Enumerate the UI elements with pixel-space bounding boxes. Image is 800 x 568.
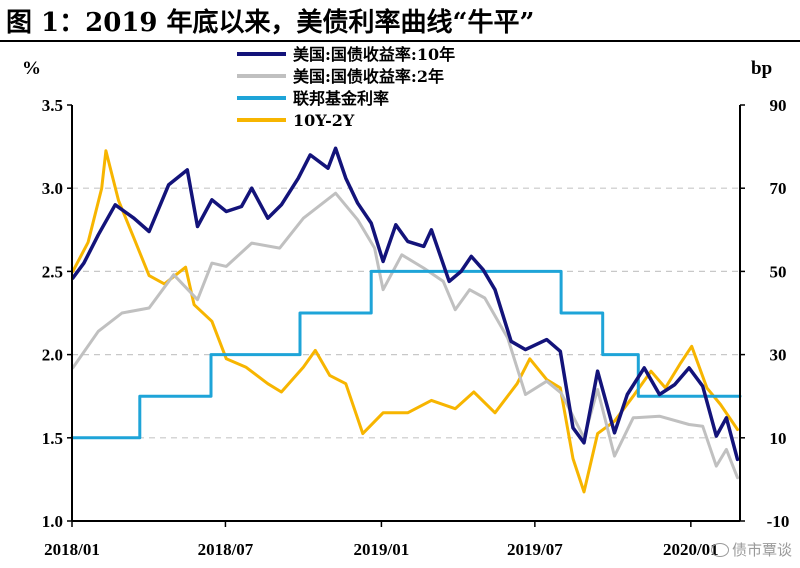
series-lines bbox=[70, 146, 742, 494]
legend-swatch-10y bbox=[237, 52, 286, 56]
grid-lines bbox=[72, 187, 740, 439]
tick-labels: 1.0 1.5 2.0 2.5 3.0 3.5 -10 10 30 50 70 90 2018/01 20… bbox=[42, 96, 790, 559]
legend-swatch-2y bbox=[237, 74, 286, 78]
right-tick-label: 50 bbox=[770, 262, 787, 281]
left-tick-label: 3.5 bbox=[42, 96, 63, 115]
legend: 美国:国债收益率:10年 美国:国债收益率:2年 联邦基金利率 10Y-2Y bbox=[237, 45, 455, 130]
axes bbox=[71, 105, 741, 522]
x-tick-label: 2020/01 bbox=[663, 540, 719, 559]
series-line-0 bbox=[71, 146, 740, 462]
page-title: 图 1：2019 年底以来，美债利率曲线“牛平” bbox=[6, 8, 535, 38]
legend-label-spread: 10Y-2Y bbox=[293, 111, 355, 130]
right-tick-label: 30 bbox=[770, 346, 787, 365]
right-tick-label: 90 bbox=[770, 96, 787, 115]
legend-label-ffr: 联邦基金利率 bbox=[293, 89, 389, 108]
left-tick-label: 3.0 bbox=[42, 179, 63, 198]
x-tick-label: 2018/07 bbox=[198, 540, 254, 559]
x-tick-label: 2019/01 bbox=[354, 540, 410, 559]
x-tick-label: 2018/01 bbox=[44, 540, 100, 559]
left-tick-label: 2.5 bbox=[42, 262, 63, 281]
left-tick-label: 2.0 bbox=[42, 346, 63, 365]
watermark-text: 债市覃谈 bbox=[731, 541, 792, 559]
series-line-1 bbox=[71, 191, 739, 480]
series-line-3 bbox=[71, 149, 739, 494]
right-tick-label: 70 bbox=[770, 179, 787, 198]
wechat-icon bbox=[710, 543, 729, 557]
legend-label-10y: 美国:国债收益率:10年 bbox=[293, 45, 455, 64]
right-axis-unit: bp bbox=[751, 58, 772, 79]
right-tick-label: -10 bbox=[767, 512, 790, 531]
watermark: 债市覃谈 bbox=[710, 539, 792, 560]
left-tick-label: 1.0 bbox=[42, 512, 63, 531]
legend-swatch-spread bbox=[237, 118, 286, 122]
series-line-2 bbox=[70, 269, 742, 440]
legend-swatch-ffr bbox=[237, 96, 286, 100]
title-divider bbox=[0, 40, 800, 42]
left-axis-unit: % bbox=[22, 58, 41, 79]
x-tick-label: 2019/07 bbox=[507, 540, 563, 559]
right-tick-label: 10 bbox=[770, 429, 787, 448]
left-tick-label: 1.5 bbox=[42, 429, 63, 448]
legend-label-2y: 美国:国债收益率:2年 bbox=[293, 67, 444, 86]
